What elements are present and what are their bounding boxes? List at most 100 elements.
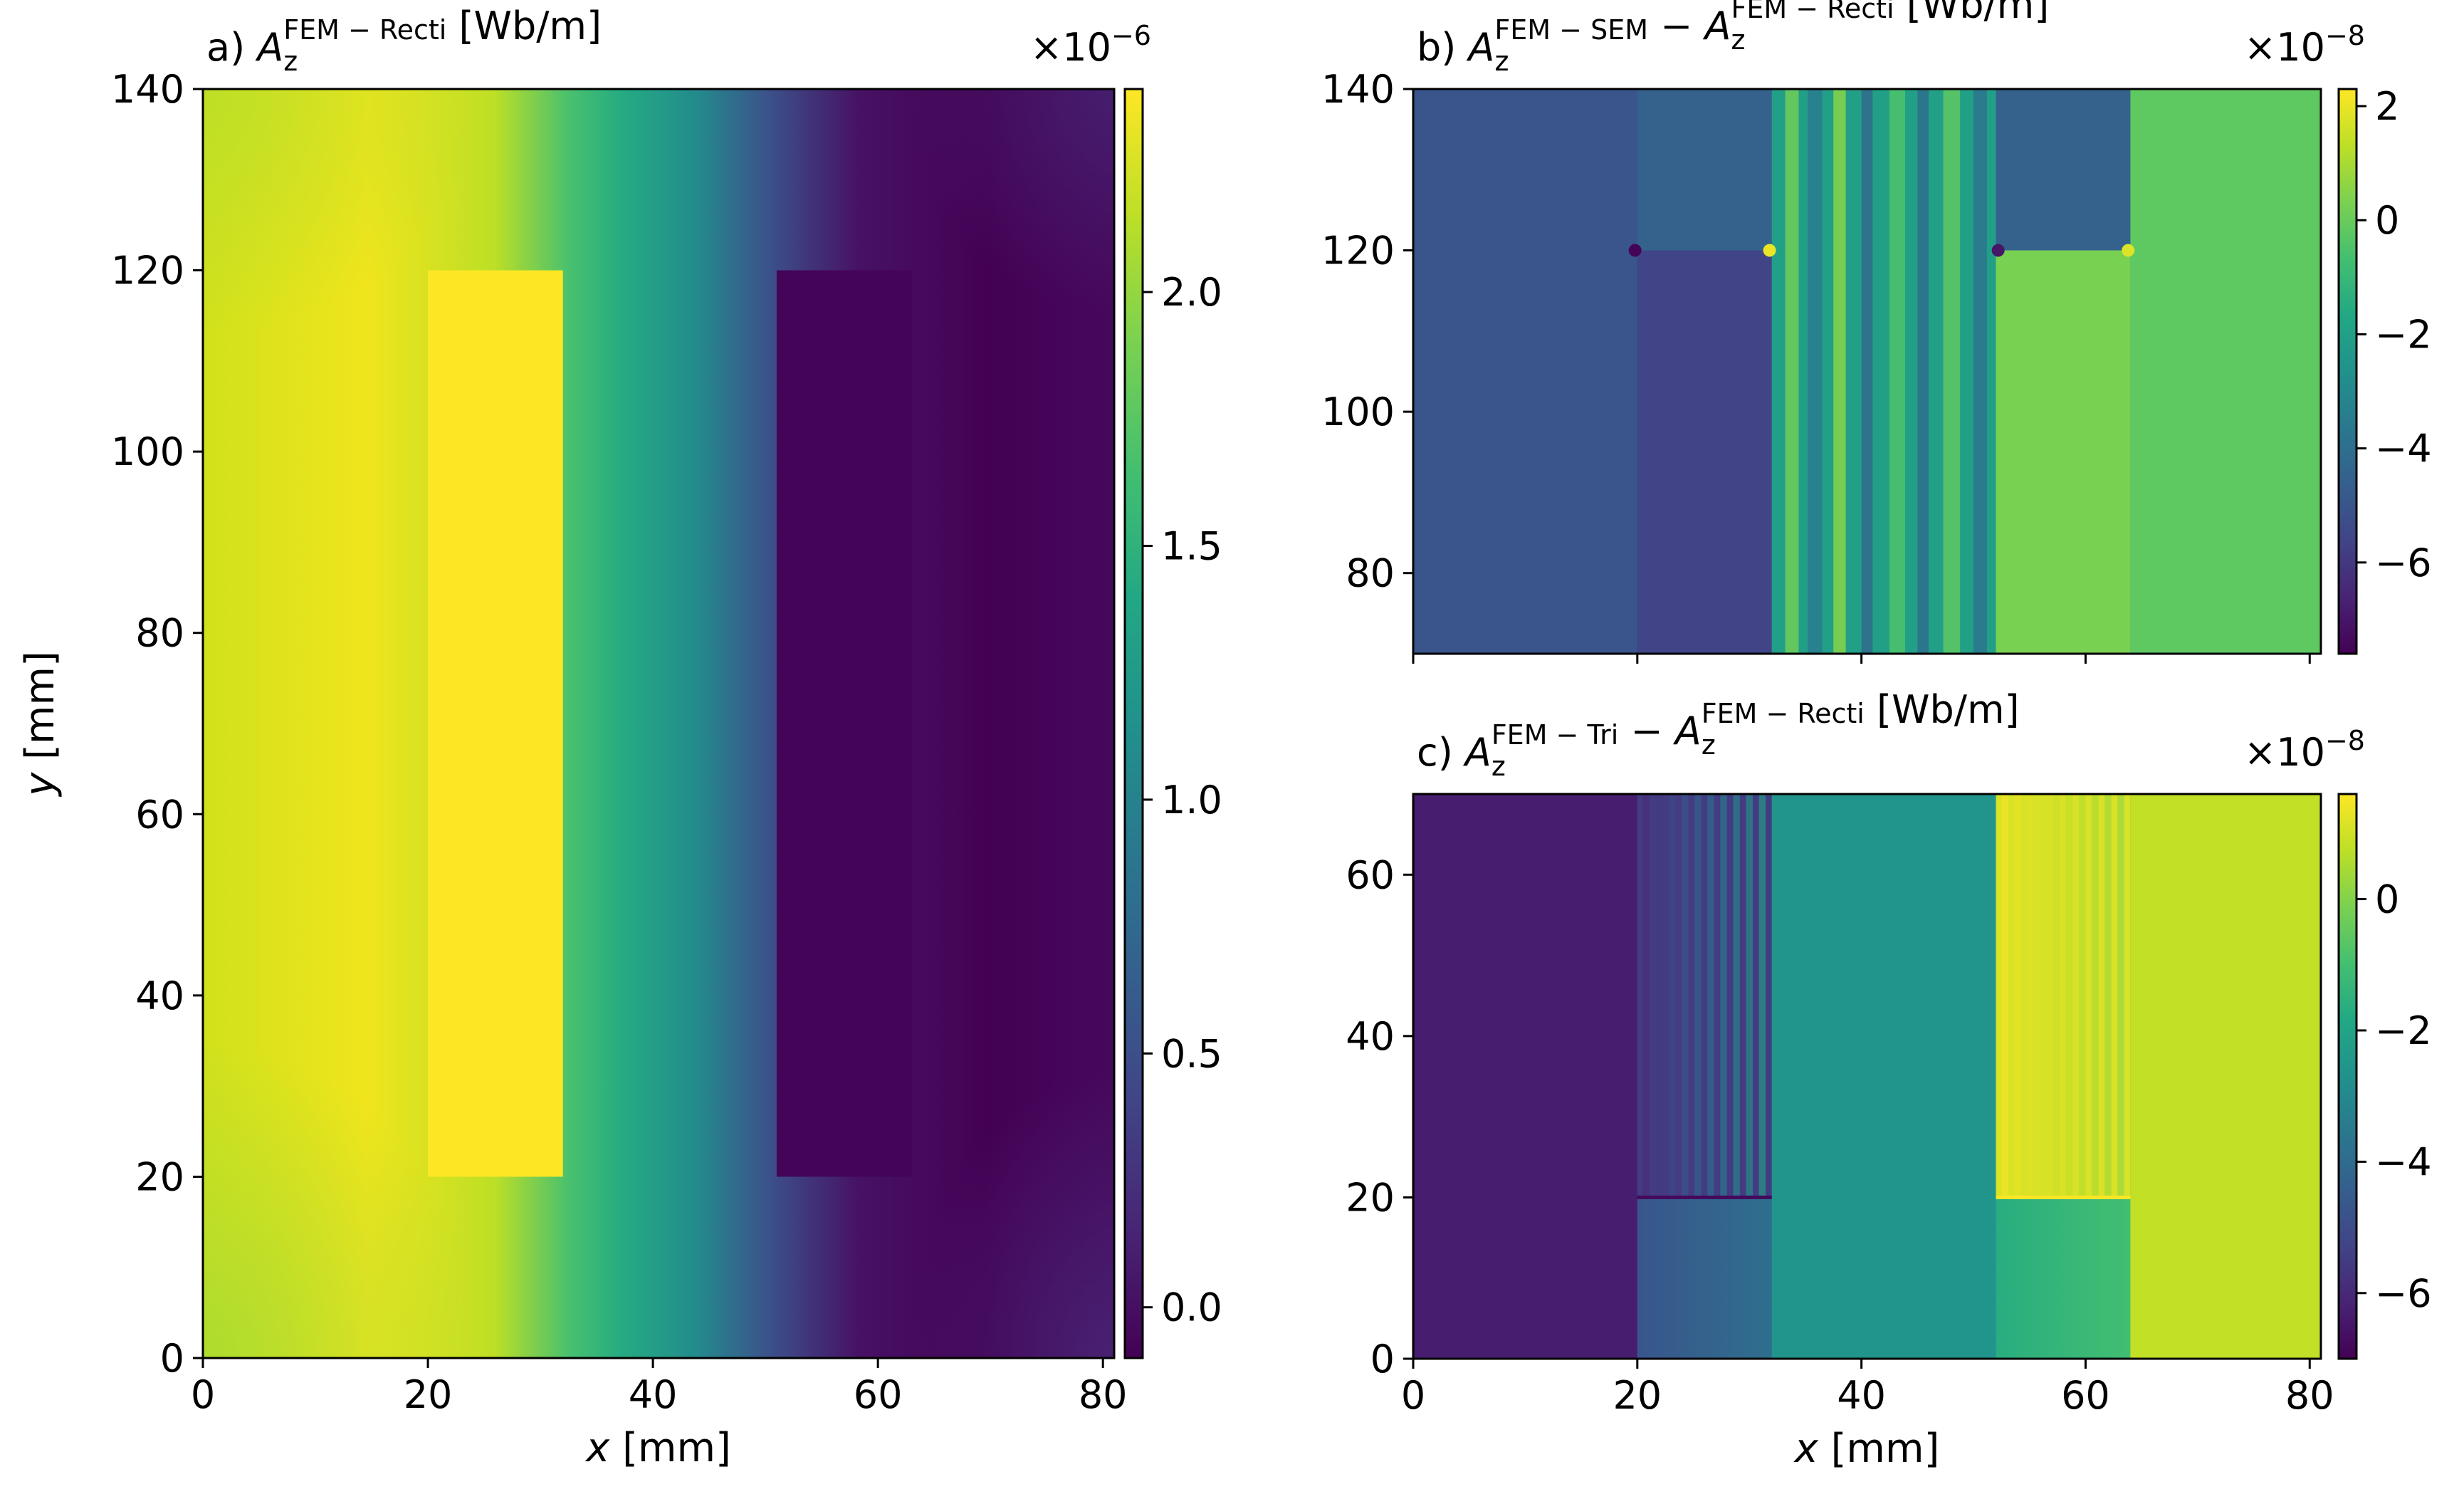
panel-title: a) AzFEM − Recti [Wb/m]: [206, 4, 602, 77]
y-tick-label: 20: [135, 1154, 184, 1199]
x-tick-label: 80: [2285, 1373, 2334, 1418]
x-tick-label: 0: [191, 1372, 215, 1417]
heatmap-stripe: [1746, 794, 1753, 1198]
x-tick-label: 0: [1401, 1373, 1425, 1418]
heatmap-stripe: [1720, 794, 1727, 1198]
heatmap-region: [1771, 794, 1996, 1359]
plot-frame: [1412, 88, 2322, 655]
heatmap-stripe: [1833, 89, 1846, 654]
y-tick-label: 60: [135, 792, 184, 837]
y-tick-label: 120: [111, 249, 184, 293]
y-tick-label: 100: [1321, 390, 1395, 434]
heatmap-region: [1413, 794, 1637, 1359]
y-tick-label: 140: [1321, 67, 1395, 112]
y-tick-label: 80: [135, 611, 184, 656]
heatmap-stripe: [2117, 794, 2124, 1198]
colorbar-tick-label: 1.5: [1161, 524, 1222, 569]
heatmap-artifact: [1763, 244, 1776, 257]
x-axis-label: x [mm]: [584, 1425, 731, 1471]
panel-b: 80 100 120 140 b) AzFEM − SEM − AzFEM − Rect…: [1321, 0, 2432, 664]
heatmap-stripe: [2040, 794, 2048, 1198]
heatmap-stripe: [2027, 794, 2035, 1198]
panel-title: b) AzFEM − SEM − AzFEM − Recti [Wb/m]: [1417, 0, 2049, 77]
colorbar-tick-label: −4: [2375, 427, 2432, 471]
heatmap-stripe: [1694, 794, 1702, 1198]
colorbar-frame: [1123, 88, 1144, 1359]
x-tick-label: 60: [2061, 1373, 2110, 1418]
panel-a: 0 20 40 60 80 0 20 40 60 80 100 120 140 x [mm] y [mm] a…: [17, 4, 1222, 1471]
colorbar-tick-label: −2: [2375, 312, 2432, 357]
heatmap-field: [203, 89, 1114, 1358]
heatmap-region: [428, 270, 563, 1177]
heatmap-stripe: [1808, 89, 1823, 654]
y-axis-label: y [mm]: [17, 651, 63, 798]
heatmap-stripe: [2079, 794, 2086, 1198]
x-tick-label: 60: [854, 1372, 903, 1417]
heatmap-stripe: [2053, 794, 2060, 1198]
y-tick-label: 0: [1370, 1337, 1395, 1382]
heatmap-region: [776, 270, 912, 1177]
colorbar-frame: [2337, 793, 2358, 1360]
heatmap-stripe: [2104, 794, 2112, 1198]
colorbar: [2339, 794, 2356, 1359]
colorbar-tick-label: 0: [2375, 877, 2399, 922]
heatmap-region: [1996, 250, 2131, 654]
colorbar-tick-label: −6: [2375, 541, 2432, 585]
heatmap-stripe: [1943, 89, 1961, 654]
x-tick-label: 80: [1079, 1372, 1128, 1417]
colorbar-frame: [2337, 88, 2358, 655]
y-tick-label: 100: [111, 429, 184, 474]
colorbar-tick-label: −4: [2375, 1139, 2432, 1184]
colorbar: [2339, 89, 2356, 654]
x-tick-label: 20: [404, 1372, 453, 1417]
plot-frame: [1412, 793, 2322, 1360]
heatmap-stripe: [2014, 794, 2021, 1198]
y-tick-label: 0: [160, 1336, 184, 1381]
heatmap-artifact: [1991, 244, 2005, 257]
heatmap-stripe: [1642, 794, 1650, 1198]
heatmap-stripe: [1707, 794, 1714, 1198]
heatmap-stripe: [1758, 794, 1766, 1198]
heatmap-region: [1413, 89, 1637, 654]
heatmap-stripe: [1668, 794, 1676, 1198]
heatmap-region: [2130, 794, 2321, 1359]
heatmap-field: [1413, 794, 2321, 1359]
colorbar-tick-label: 1.0: [1161, 778, 1222, 823]
colorbar-tick-label: 0: [2375, 198, 2399, 243]
heatmap-stripe: [1917, 89, 1929, 654]
colorbar: [1125, 89, 1143, 1358]
panel-c: 0 20 40 60 80 0 20 40 60 x [mm] c) AzFEM − Tri − A…: [1346, 687, 2431, 1472]
colorbar-tick-label: 0.0: [1161, 1285, 1222, 1330]
heatmap-stripe: [2065, 794, 2073, 1198]
x-tick-label: 40: [1837, 1373, 1886, 1418]
heatmap-stripe: [1681, 794, 1689, 1198]
heatmap-stripe: [2092, 794, 2099, 1198]
panel-title: c) AzFEM − Tri − AzFEM − Recti [Wb/m]: [1417, 687, 2020, 782]
x-tick-label: 20: [1613, 1373, 1662, 1418]
heatmap-region: [1637, 250, 1772, 654]
heatmap-region: [2130, 89, 2321, 654]
x-axis-label: x [mm]: [1793, 1426, 1940, 1472]
y-tick-label: 20: [1346, 1175, 1395, 1220]
heatmap-stripe: [2001, 794, 2008, 1198]
heatmap-stripe: [1655, 794, 1663, 1198]
x-tick-label: 40: [629, 1372, 678, 1417]
y-tick-label: 60: [1346, 852, 1395, 897]
colorbar-tick-label: 2.0: [1161, 270, 1222, 315]
colorbar-multiplier: ×10−8: [2244, 725, 2365, 775]
y-tick-label: 140: [111, 67, 184, 112]
colorbar-tick-label: −2: [2375, 1008, 2432, 1053]
heatmap-region: [1771, 89, 1996, 654]
heatmap-stripe: [1889, 89, 1906, 654]
heatmap-artifact: [1628, 244, 1642, 257]
y-tick-label: 80: [1346, 551, 1395, 596]
y-tick-label: 120: [1321, 229, 1395, 273]
colorbar-multiplier: ×10−6: [1030, 20, 1151, 70]
heatmap-artifact: [2122, 244, 2135, 257]
y-tick-label: 40: [135, 973, 184, 1018]
plot-frame: [201, 88, 1116, 1359]
heatmap-stripe: [1733, 794, 1740, 1198]
y-tick-label: 40: [1346, 1014, 1395, 1059]
heatmap-stripe: [1973, 89, 1987, 654]
